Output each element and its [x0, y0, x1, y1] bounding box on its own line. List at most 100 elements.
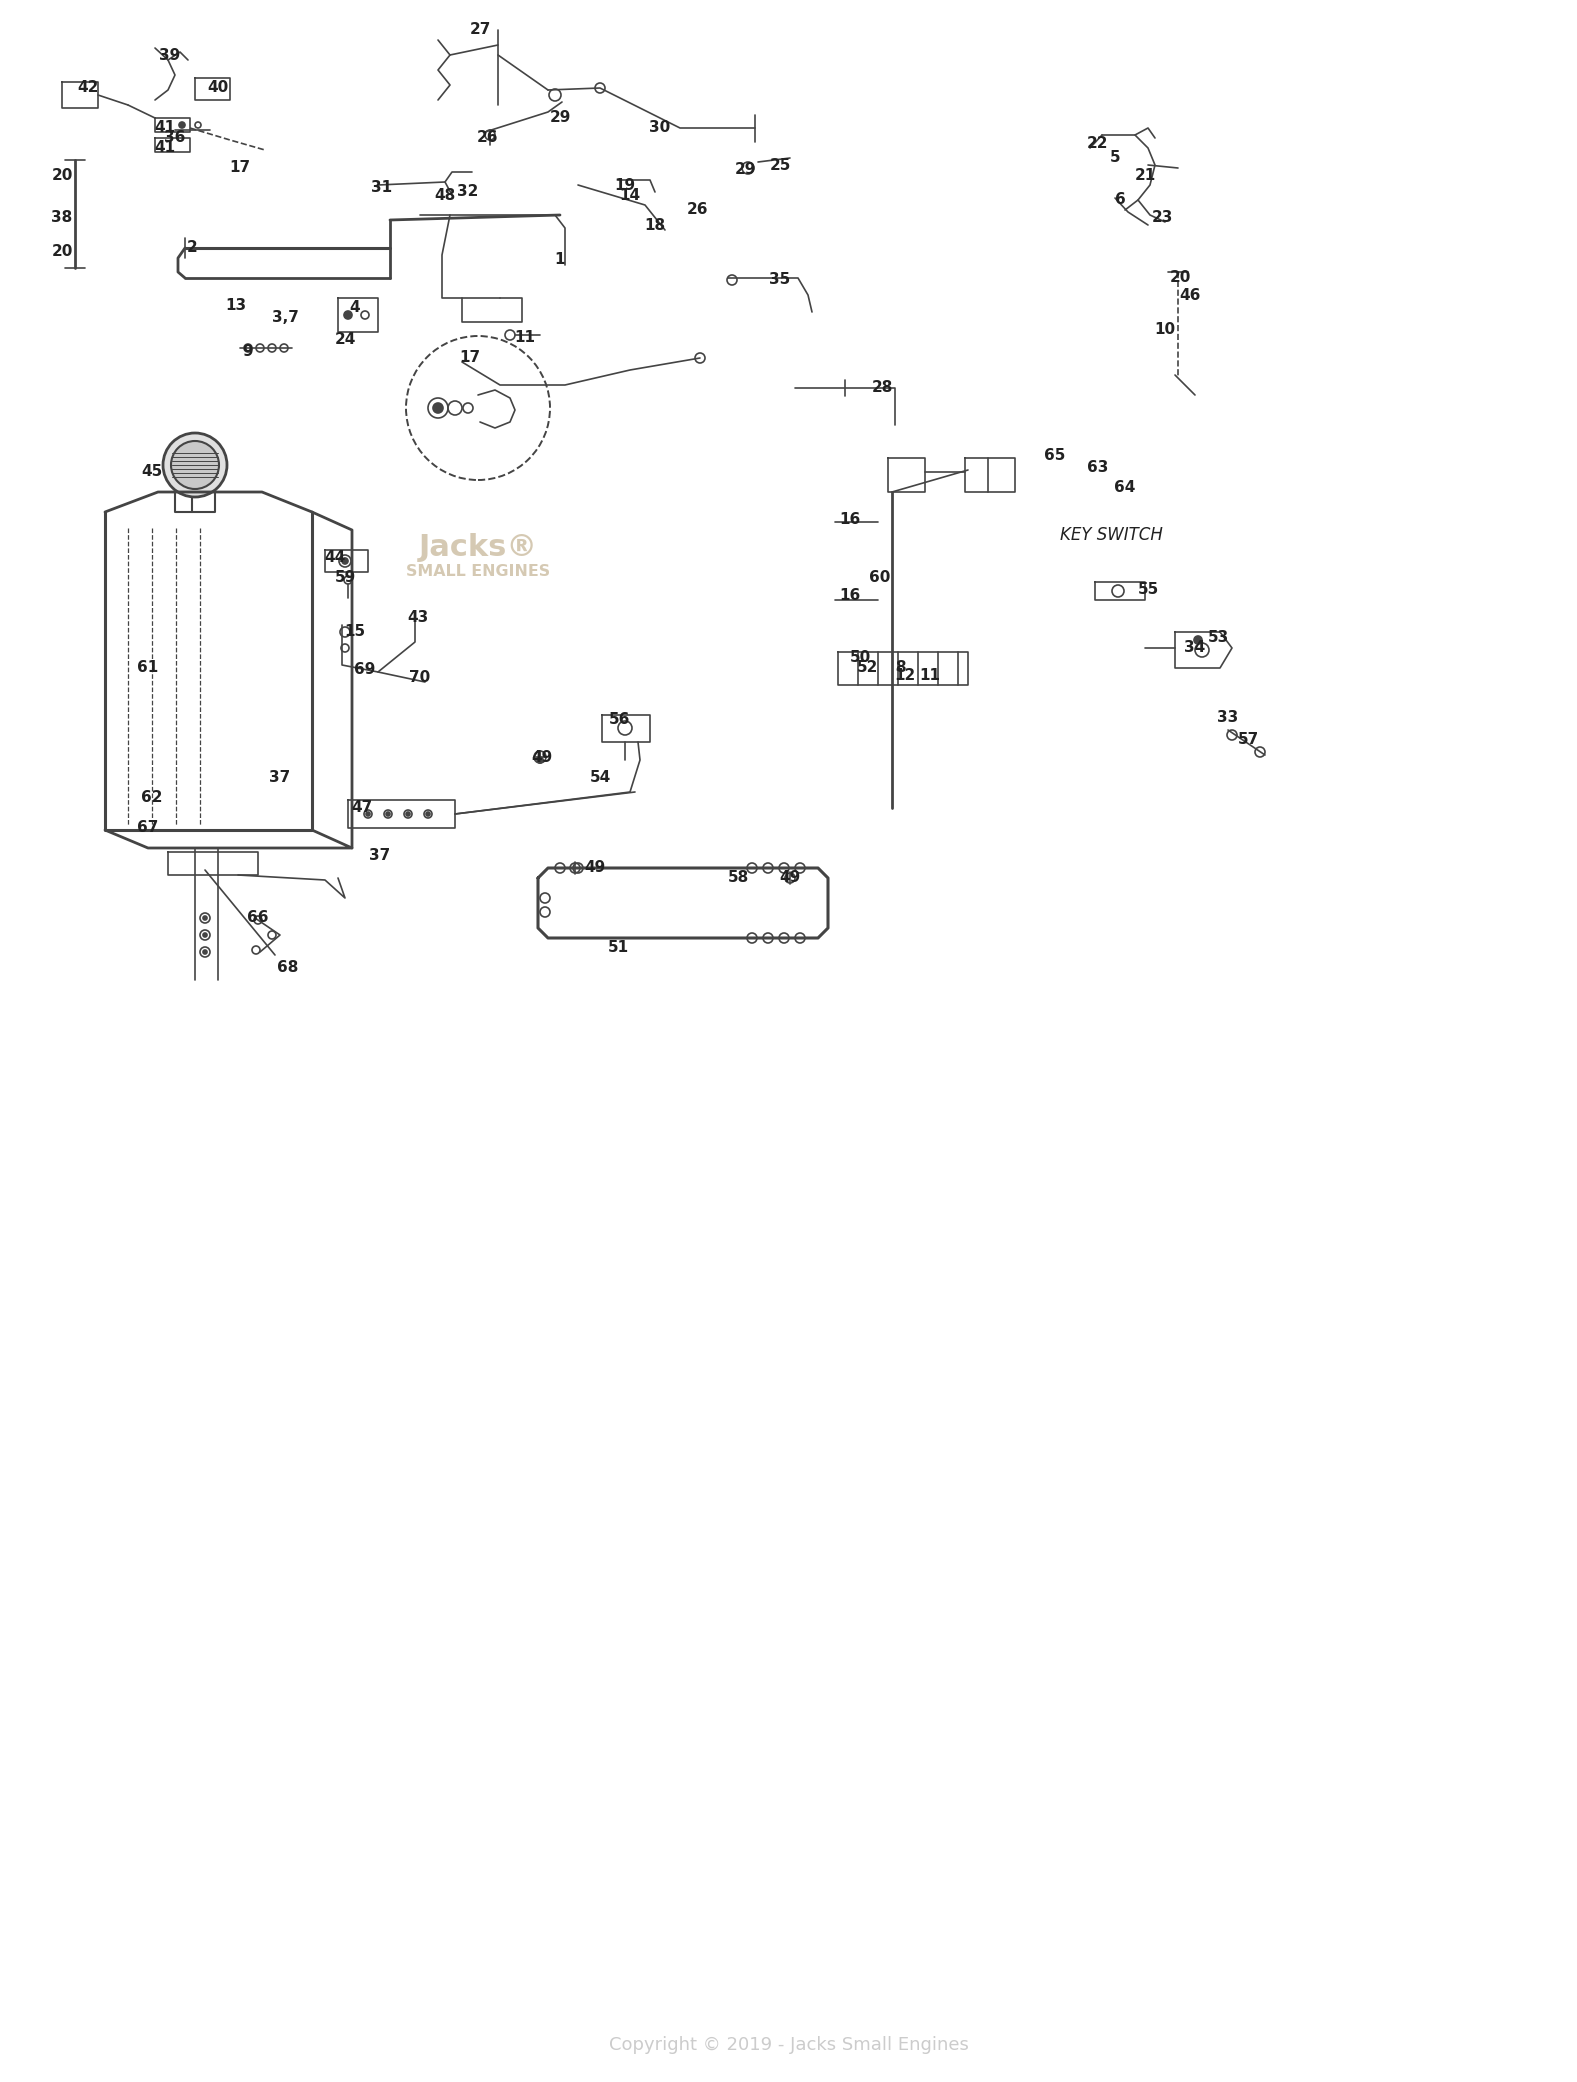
- Text: 1: 1: [555, 252, 565, 266]
- Text: 68: 68: [278, 960, 298, 976]
- Text: 62: 62: [142, 791, 162, 806]
- Text: 10: 10: [1154, 323, 1175, 337]
- Text: 39: 39: [159, 48, 181, 62]
- Text: SMALL ENGINES: SMALL ENGINES: [405, 564, 550, 579]
- Text: 37: 37: [270, 770, 290, 785]
- Text: 9: 9: [243, 344, 254, 360]
- Circle shape: [405, 812, 410, 816]
- Text: 38: 38: [52, 210, 73, 225]
- Text: 16: 16: [839, 587, 861, 602]
- Text: 54: 54: [590, 770, 610, 785]
- Text: 23: 23: [1151, 210, 1173, 225]
- Text: KEY SWITCH: KEY SWITCH: [1060, 527, 1162, 543]
- Text: 12: 12: [894, 668, 916, 683]
- Text: 4: 4: [350, 300, 360, 316]
- Text: 58: 58: [727, 870, 749, 885]
- Text: 44: 44: [325, 550, 345, 566]
- Text: 35: 35: [770, 273, 790, 287]
- Text: 2: 2: [186, 242, 197, 256]
- Text: 63: 63: [1087, 460, 1109, 475]
- Circle shape: [170, 441, 219, 489]
- Text: 3,7: 3,7: [271, 310, 298, 325]
- Text: 49: 49: [779, 870, 801, 885]
- Text: 50: 50: [850, 650, 871, 666]
- Text: Copyright © 2019 - Jacks Small Engines: Copyright © 2019 - Jacks Small Engines: [609, 2036, 968, 2055]
- Text: 21: 21: [1134, 167, 1156, 183]
- Text: 43: 43: [407, 610, 429, 625]
- Text: 11: 11: [919, 668, 940, 683]
- Text: 26: 26: [688, 202, 708, 217]
- Text: 67: 67: [137, 820, 159, 835]
- Text: 51: 51: [607, 941, 629, 956]
- Text: 8: 8: [894, 660, 905, 675]
- Text: 25: 25: [770, 158, 790, 173]
- Circle shape: [162, 433, 227, 498]
- Circle shape: [426, 812, 431, 816]
- Text: 18: 18: [645, 217, 665, 233]
- Circle shape: [203, 916, 207, 920]
- Circle shape: [203, 949, 207, 954]
- Text: 60: 60: [869, 570, 891, 585]
- Text: 33: 33: [1217, 710, 1238, 725]
- Text: 48: 48: [434, 187, 456, 202]
- Text: 47: 47: [352, 799, 372, 816]
- Text: 29: 29: [549, 110, 571, 125]
- Text: 20: 20: [52, 244, 73, 260]
- Text: 32: 32: [457, 185, 479, 200]
- Circle shape: [1194, 635, 1202, 643]
- Text: 42: 42: [77, 81, 99, 96]
- Text: 69: 69: [355, 662, 375, 677]
- Text: 61: 61: [137, 660, 159, 675]
- Text: 52: 52: [858, 660, 878, 675]
- Text: 16: 16: [839, 512, 861, 527]
- Text: 57: 57: [1238, 733, 1258, 747]
- Circle shape: [203, 933, 207, 937]
- Text: 56: 56: [609, 712, 631, 727]
- Text: 27: 27: [470, 23, 490, 37]
- Text: 31: 31: [372, 181, 393, 196]
- Circle shape: [254, 916, 262, 924]
- Text: 11: 11: [514, 331, 536, 346]
- Text: 53: 53: [1208, 631, 1228, 645]
- Text: 13: 13: [226, 298, 246, 312]
- Text: 20: 20: [52, 167, 73, 183]
- Text: 22: 22: [1087, 135, 1109, 150]
- Circle shape: [342, 558, 349, 564]
- Text: 15: 15: [344, 625, 366, 639]
- Text: Jacks®: Jacks®: [418, 533, 538, 562]
- Circle shape: [344, 310, 352, 319]
- Text: 41: 41: [155, 139, 175, 156]
- Text: 34: 34: [1184, 641, 1206, 656]
- Text: 41: 41: [155, 121, 175, 135]
- Text: 55: 55: [1137, 583, 1159, 598]
- Circle shape: [180, 123, 185, 127]
- Circle shape: [366, 812, 371, 816]
- Text: 66: 66: [248, 910, 268, 926]
- Text: 17: 17: [459, 350, 481, 366]
- Circle shape: [434, 404, 443, 412]
- Text: 5: 5: [1110, 150, 1120, 164]
- Text: 70: 70: [410, 670, 431, 685]
- Text: 26: 26: [478, 131, 498, 146]
- Text: 45: 45: [142, 464, 162, 479]
- Text: 6: 6: [1115, 192, 1126, 208]
- Text: 20: 20: [1169, 271, 1191, 285]
- Text: 64: 64: [1115, 481, 1135, 496]
- Text: 40: 40: [207, 81, 229, 96]
- Text: 46: 46: [1180, 287, 1200, 302]
- Text: 30: 30: [650, 121, 670, 135]
- Circle shape: [386, 812, 390, 816]
- Text: 19: 19: [615, 177, 636, 192]
- Circle shape: [538, 758, 542, 762]
- Text: 24: 24: [334, 333, 356, 348]
- Circle shape: [252, 945, 260, 954]
- Text: 29: 29: [735, 162, 755, 177]
- Text: 28: 28: [872, 381, 893, 396]
- Text: 14: 14: [620, 187, 640, 202]
- Text: 49: 49: [531, 750, 552, 766]
- Circle shape: [268, 931, 276, 939]
- Text: 17: 17: [229, 160, 251, 175]
- Text: 49: 49: [585, 860, 606, 877]
- Text: 36: 36: [164, 131, 186, 146]
- Text: 65: 65: [1044, 448, 1066, 462]
